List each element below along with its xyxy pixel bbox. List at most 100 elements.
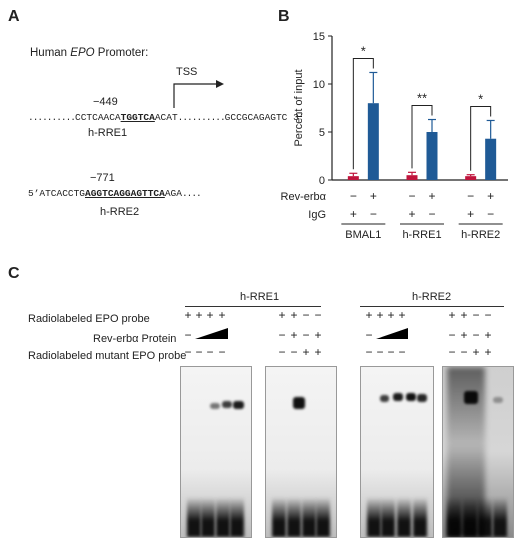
gel1-free-probe-2: [216, 497, 230, 537]
mutant-sign-left-1-3: −: [398, 345, 405, 359]
protein-sign-left-0: −: [184, 328, 191, 342]
rev-erb-sign-h-RRE2-0: −: [467, 189, 474, 203]
sig-mark-h-RRE1: **: [417, 91, 427, 106]
group-label-h-RRE1: h-RRE1: [402, 229, 441, 241]
shift-band-g1-3: [232, 401, 244, 409]
protein-sign-left-1: −: [365, 328, 372, 342]
igg-sign-h-RRE2-1: −: [487, 207, 494, 221]
mutant-sign-right-0-1: −: [290, 345, 297, 359]
site2-position: −771: [90, 172, 115, 184]
probe-sign-left-1-1: +: [376, 308, 383, 322]
gel3-free-probe-2: [397, 497, 411, 537]
bar-h-RRE2-Rev-erbα: [485, 138, 497, 180]
bar-h-RRE2-IgG: [465, 176, 477, 180]
protein-gradient-wedge-0: [195, 328, 228, 339]
mutant-sign-right-1-0: −: [448, 345, 455, 359]
row-label-igg: IgG: [308, 209, 326, 221]
site1-seq-before: CCTCAACA: [75, 112, 121, 123]
tss-arrow: [173, 80, 224, 108]
rev-erb-sign-BMAL1-1: +: [370, 189, 377, 203]
sig-bracket-h-RRE1: [411, 105, 433, 169]
promoter-gene: EPO: [70, 47, 95, 59]
gel1-free-probe-3: [230, 497, 244, 537]
gel4-free-probe-3: [493, 497, 508, 537]
gel2-free-probe-1: [287, 497, 301, 537]
row-label-mutant: Radiolabeled mutant EPO probe: [28, 350, 187, 362]
site1-sequence: ..........CCTCAACATGGTCAACAT..........GC…: [28, 112, 305, 123]
tss-label: TSS: [176, 66, 198, 78]
probe-sign-left-0-3: +: [218, 308, 225, 322]
probe-sign-right-1-3: −: [484, 308, 491, 322]
protein-sign-right-1-2: −: [472, 328, 479, 342]
gel-title-2: h-RRE2: [412, 291, 452, 303]
group-label-h-RRE2: h-RRE2: [461, 229, 500, 241]
probe-sign-left-1-0: +: [365, 308, 372, 322]
shift-band-g1-2: [221, 401, 232, 408]
probe-sign-right-0-2: −: [302, 308, 309, 322]
group-label-BMAL1: BMAL1: [345, 229, 381, 241]
shift-band-g2-1: [292, 397, 305, 409]
probe-sign-left-0-1: +: [195, 308, 202, 322]
sig-mark-h-RRE2: *: [478, 91, 483, 106]
mutant-sign-left-1-0: −: [365, 345, 372, 359]
gel-image-3: [360, 366, 434, 538]
probe-sign-left-0-0: +: [184, 308, 191, 322]
mutant-sign-left-1-1: −: [376, 345, 383, 359]
rev-erb-sign-h-RRE1-0: −: [408, 189, 415, 203]
igg-sign-h-RRE2-0: +: [467, 207, 474, 221]
panel-a-letter: A: [8, 8, 20, 25]
shift-band-g4-2: [493, 397, 504, 403]
y-axis-label: Percent of input: [293, 69, 305, 146]
protein-sign-right-0-3: +: [314, 328, 321, 342]
gel2-free-probe-3: [316, 497, 331, 537]
y-tick-label-1: 5: [319, 127, 325, 139]
site1-motif: TGGTCA: [120, 112, 155, 123]
protein-sign-right-0-0: −: [278, 328, 285, 342]
mutant-sign-right-0-3: +: [314, 345, 321, 359]
gel-title-1-line: [185, 306, 321, 307]
y-tick-label-0: 0: [319, 175, 325, 187]
bar-BMAL1-IgG: [347, 176, 359, 180]
probe-sign-left-1-3: +: [398, 308, 405, 322]
site2-motif: AGGTCAGGAGTTCA: [85, 188, 165, 199]
probe-sign-right-1-0: +: [448, 308, 455, 322]
probe-sign-left-0-2: +: [206, 308, 213, 322]
probe-sign-right-0-1: +: [290, 308, 297, 322]
mutant-sign-left-0-0: −: [184, 345, 191, 359]
site2-seq-before: 5’ATCACCTG: [28, 188, 86, 199]
gel1-free-probe-1: [200, 497, 215, 537]
sig-bracket-BMAL1: [352, 57, 374, 170]
row-label-protein: Rev-erbα Protein: [93, 333, 177, 345]
protein-sign-right-1-3: +: [484, 328, 491, 342]
y-tick-label-2: 10: [313, 79, 325, 91]
mutant-sign-left-0-1: −: [195, 345, 202, 359]
igg-sign-h-RRE1-0: +: [408, 207, 415, 221]
mutant-sign-left-1-2: −: [387, 345, 394, 359]
site1-position: −449: [93, 96, 118, 108]
rev-erb-sign-BMAL1-0: −: [350, 189, 357, 203]
mutant-sign-right-1-1: −: [460, 345, 467, 359]
protein-gradient-wedge-1: [376, 328, 408, 339]
sig-bracket-h-RRE2: [470, 105, 492, 171]
gel1-free-probe-0: [186, 497, 201, 537]
promoter-title: Human EPO Promoter:: [30, 47, 148, 59]
promoter-title-prefix: Human: [30, 47, 71, 59]
igg-sign-h-RRE1-1: −: [428, 207, 435, 221]
rev-erb-sign-h-RRE1-1: +: [428, 189, 435, 203]
shift-band-g3-2: [392, 393, 403, 401]
site2-sequence: 5’ATCACCTGAGGTCAGGAGTTCAAGA....: [28, 188, 202, 199]
shift-band-g1-1: [210, 403, 221, 409]
mutant-sign-right-0-0: −: [278, 345, 285, 359]
panel-b-letter: B: [278, 8, 290, 25]
igg-sign-BMAL1-0: +: [350, 207, 357, 221]
probe-sign-right-0-3: −: [314, 308, 321, 322]
row-label-rev-erb: Rev-erbα: [281, 191, 327, 203]
gel3-free-probe-1: [381, 497, 396, 537]
shift-band-g3-1: [379, 395, 389, 402]
bar-h-RRE1-Rev-erbα: [426, 132, 438, 180]
site2-name: h-RRE2: [100, 206, 140, 218]
site2-seq-after: AGA: [164, 188, 182, 199]
gel-title-2-line: [360, 306, 504, 307]
gel4-smear: [446, 367, 485, 537]
protein-sign-right-1-1: +: [460, 328, 467, 342]
